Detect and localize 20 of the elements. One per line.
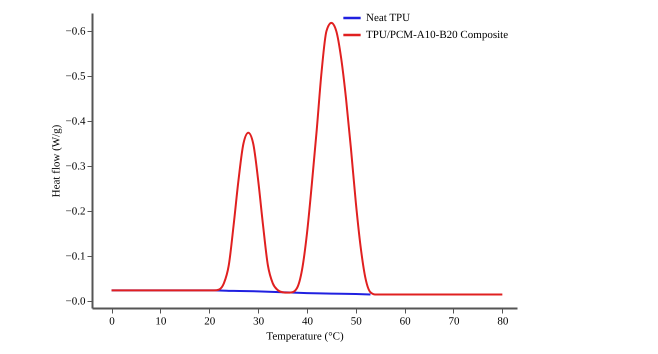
y-axis-title: Heat flow (W/g) [50, 124, 63, 198]
x-tick-label: 50 [350, 316, 362, 328]
y-tick-label: −0.6 [66, 26, 86, 38]
x-tick-label: 10 [155, 316, 167, 328]
x-tick-label: 60 [400, 316, 412, 328]
y-tick-label: −0.4 [66, 116, 86, 128]
x-tick-label: 70 [448, 316, 460, 328]
x-tick-label: 20 [204, 316, 216, 328]
x-tick-label: 80 [497, 316, 509, 328]
y-tick-label: −0.2 [66, 206, 86, 218]
x-axis-title: Temperature (°C) [266, 330, 344, 342]
x-tick-label: 40 [302, 316, 314, 328]
legend-label: TPU/PCM-A10-B20 Composite [366, 29, 508, 41]
y-tick-label: −0.1 [66, 250, 86, 263]
x-tick-label: 0 [109, 316, 116, 328]
x-tick-label: 30 [253, 316, 265, 328]
legend-label: Neat TPU [366, 12, 410, 24]
y-tick-label: −0.5 [66, 70, 86, 83]
y-tick-label: −0.0 [66, 296, 86, 308]
y-tick-label: −0.3 [66, 160, 86, 173]
